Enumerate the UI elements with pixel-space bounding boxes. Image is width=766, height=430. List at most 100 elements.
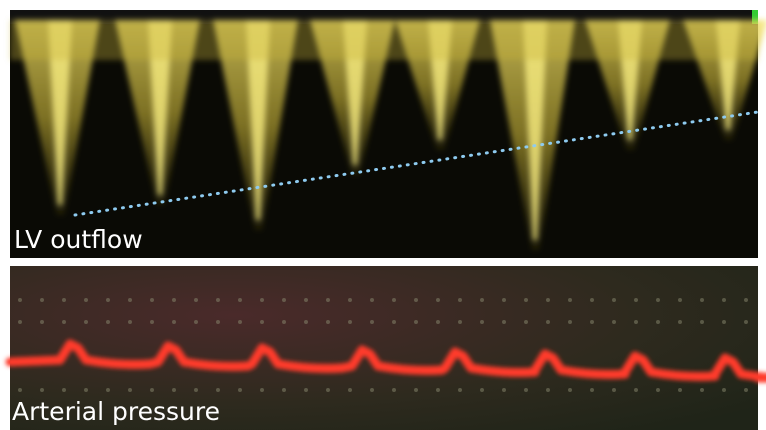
scene: LV outflow Arterial pressure <box>0 0 766 430</box>
dot <box>18 388 22 392</box>
dot <box>18 320 22 324</box>
dot <box>150 320 154 324</box>
dot <box>238 298 242 302</box>
dot <box>326 298 330 302</box>
dot <box>304 298 308 302</box>
dot <box>612 320 616 324</box>
dot <box>194 298 198 302</box>
dot <box>106 320 110 324</box>
dot <box>480 388 484 392</box>
dot <box>40 388 44 392</box>
dot <box>414 298 418 302</box>
dot <box>502 320 506 324</box>
dot <box>348 298 352 302</box>
dot <box>370 320 374 324</box>
dot <box>304 388 308 392</box>
dot <box>678 298 682 302</box>
dot <box>304 320 308 324</box>
dot <box>216 388 220 392</box>
dot <box>414 388 418 392</box>
dot <box>84 320 88 324</box>
dot <box>634 388 638 392</box>
dot <box>194 388 198 392</box>
dot <box>62 298 66 302</box>
dot <box>172 320 176 324</box>
dot <box>568 298 572 302</box>
dot <box>326 320 330 324</box>
dot <box>656 298 660 302</box>
dot <box>326 388 330 392</box>
dot <box>260 320 264 324</box>
dot <box>744 298 748 302</box>
dot <box>84 298 88 302</box>
dot <box>370 388 374 392</box>
dot <box>458 298 462 302</box>
dot <box>84 388 88 392</box>
dot <box>590 320 594 324</box>
streak-band <box>10 20 758 60</box>
dot <box>392 298 396 302</box>
dot <box>612 388 616 392</box>
dot <box>150 298 154 302</box>
dot <box>260 388 264 392</box>
dot <box>348 320 352 324</box>
dot <box>656 320 660 324</box>
dot <box>128 388 132 392</box>
dot <box>458 388 462 392</box>
dot <box>546 320 550 324</box>
dot <box>634 320 638 324</box>
dot <box>106 298 110 302</box>
pressure-panel: Arterial pressure <box>10 266 766 430</box>
doppler-panel: LV outflow <box>10 10 766 258</box>
dot <box>238 388 242 392</box>
dot <box>128 320 132 324</box>
dot <box>524 320 528 324</box>
dot <box>348 388 352 392</box>
dot <box>216 298 220 302</box>
dot <box>612 298 616 302</box>
dot <box>700 388 704 392</box>
dot <box>546 298 550 302</box>
dot <box>436 298 440 302</box>
dot <box>502 298 506 302</box>
dot <box>700 320 704 324</box>
dot <box>106 388 110 392</box>
dot <box>62 388 66 392</box>
dot <box>524 388 528 392</box>
dot <box>238 320 242 324</box>
dot <box>744 388 748 392</box>
dot <box>744 320 748 324</box>
dot <box>700 298 704 302</box>
dot <box>40 298 44 302</box>
dot <box>414 320 418 324</box>
dot <box>524 298 528 302</box>
dot <box>546 388 550 392</box>
dot <box>18 298 22 302</box>
dot <box>62 320 66 324</box>
dot <box>260 298 264 302</box>
dot <box>480 298 484 302</box>
dot <box>216 320 220 324</box>
dot <box>150 388 154 392</box>
dot <box>436 320 440 324</box>
page: LV outflow Arterial pressure (() => { co… <box>0 0 766 430</box>
dot <box>722 320 726 324</box>
dot <box>392 388 396 392</box>
dot <box>172 388 176 392</box>
dot <box>392 320 396 324</box>
dot <box>40 320 44 324</box>
dot <box>128 298 132 302</box>
dot <box>656 388 660 392</box>
dot <box>480 320 484 324</box>
panel-label: Arterial pressure <box>12 397 220 426</box>
dot <box>194 320 198 324</box>
dot <box>458 320 462 324</box>
dot <box>634 298 638 302</box>
panel-label: LV outflow <box>14 225 143 254</box>
dot <box>502 388 506 392</box>
dot <box>172 298 176 302</box>
dot <box>678 388 682 392</box>
dot <box>282 320 286 324</box>
dot <box>568 388 572 392</box>
dot <box>722 388 726 392</box>
